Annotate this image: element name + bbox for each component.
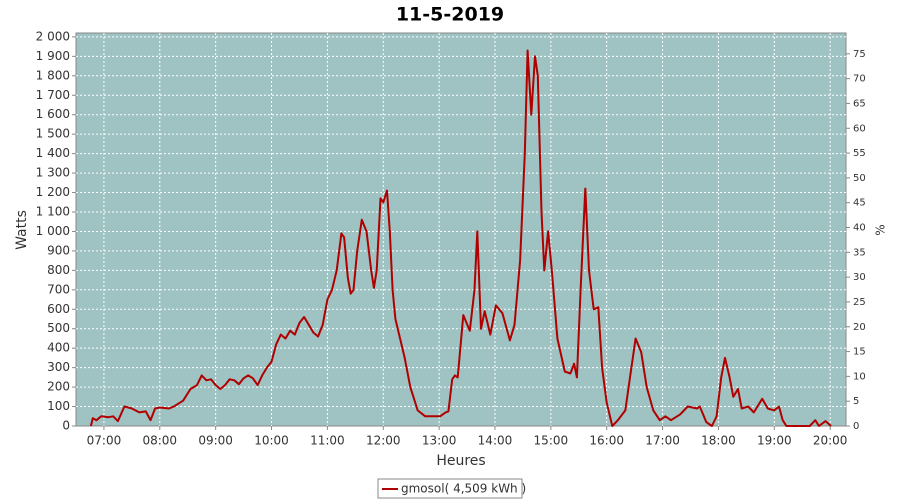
- legend: [377, 478, 523, 499]
- y-tick-label: 1 300: [36, 166, 70, 180]
- y2-tick-label: 25: [853, 297, 866, 308]
- y2-tick-label: 55: [853, 148, 866, 159]
- x-tick-label: 15:00: [534, 434, 569, 448]
- y-tick-label: 1 600: [36, 107, 70, 121]
- y-axis-label: Watts: [14, 210, 30, 250]
- y-tick-label: 1 700: [36, 88, 70, 102]
- y2-tick-label: 0: [853, 421, 859, 432]
- x-tick-label: 14:00: [478, 434, 513, 448]
- y2-tick-label: 5: [853, 396, 859, 407]
- y-tick-label: 1 800: [36, 68, 70, 82]
- y-tick-label: 800: [47, 263, 70, 277]
- x-axis-label: Heures: [436, 453, 485, 469]
- y2-tick-label: 65: [853, 98, 866, 109]
- y-tick-label: 1 200: [36, 185, 70, 199]
- y-tick-label: 2 000: [36, 29, 70, 43]
- y-tick-label: 300: [47, 360, 70, 374]
- x-tick-label: 20:00: [813, 434, 848, 448]
- y-tick-label: 1 500: [36, 127, 70, 141]
- legend-label: gmosol( 4,509 kWh ): [401, 482, 526, 496]
- y-tick-label: 500: [47, 321, 70, 335]
- y2-tick-label: 75: [853, 49, 866, 60]
- y2-tick-label: 30: [853, 272, 866, 283]
- y-tick-label: 100: [47, 399, 70, 413]
- x-tick-label: 08:00: [142, 434, 177, 448]
- data-line: [89, 49, 832, 427]
- y2-tick-label: 70: [853, 74, 866, 85]
- y-tick-label: 900: [47, 243, 70, 257]
- x-tick-label: 17:00: [645, 434, 680, 448]
- x-tick-label: 18:00: [701, 434, 736, 448]
- x-tick-label: 11:00: [310, 434, 345, 448]
- x-tick-label: 19:00: [757, 434, 792, 448]
- y-tick-label: 600: [47, 302, 70, 316]
- y-tick-label: 700: [47, 282, 70, 296]
- y2-tick-label: 60: [853, 123, 866, 134]
- y-tick-label: 1 400: [36, 146, 70, 160]
- y-tick-label: 200: [47, 380, 70, 394]
- x-tick-label: 07:00: [87, 434, 122, 448]
- chart-title: 11-5-2019: [396, 4, 504, 26]
- x-tick-label: 12:00: [366, 434, 401, 448]
- y2-tick-label: 10: [853, 371, 866, 382]
- x-tick-label: 13:00: [422, 434, 457, 448]
- y-tick-label: 0: [62, 419, 70, 433]
- x-tick-label: 10:00: [254, 434, 289, 448]
- y-tick-label: 1 100: [36, 204, 70, 218]
- x-tick-label: 16:00: [589, 434, 624, 448]
- y2-axis-label: %: [874, 224, 888, 235]
- x-tick-label: 09:00: [198, 434, 233, 448]
- y-tick-label: 1 900: [36, 49, 70, 63]
- y2-tick-label: 45: [853, 198, 866, 209]
- y2-tick-label: 50: [853, 173, 866, 184]
- y-tick-label: 1 000: [36, 224, 70, 238]
- y2-tick-label: 35: [853, 247, 866, 258]
- y2-tick-label: 15: [853, 347, 866, 358]
- y-tick-label: 400: [47, 341, 70, 355]
- plot-area: [75, 32, 847, 427]
- y2-tick-label: 40: [853, 223, 866, 234]
- y2-tick-label: 20: [853, 322, 866, 333]
